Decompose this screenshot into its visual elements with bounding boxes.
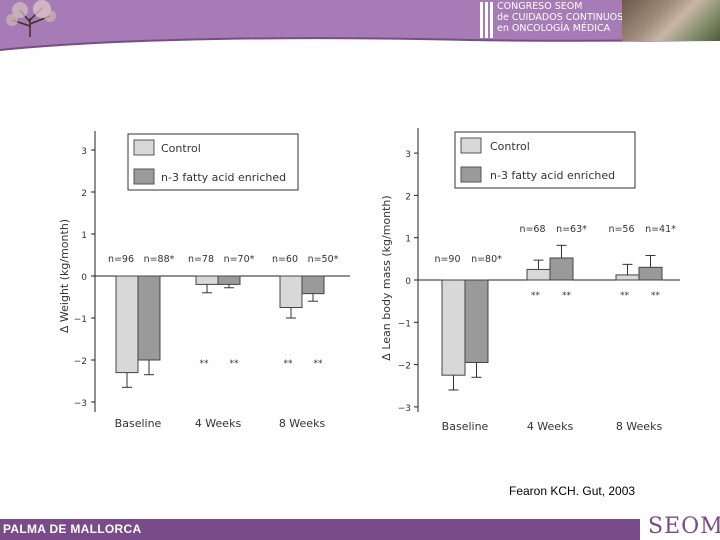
lean-category-label: Baseline <box>442 420 489 433</box>
weight-significance-mark: ** <box>314 359 324 369</box>
lean-y-tick-label: −2 <box>398 362 411 372</box>
congress-line-2: de CUIDADOS CONTINUOS <box>497 12 624 23</box>
lean-y-tick-label: −3 <box>398 404 411 414</box>
lean-n-label: n=80* <box>471 254 502 265</box>
congress-title: CONGRESO SEOM de CUIDADOS CONTINUOS en O… <box>497 1 627 34</box>
weight-legend-enriched-label: n-3 fatty acid enriched <box>161 171 286 184</box>
weight-category-label: Baseline <box>115 417 162 430</box>
lean-n-label: n=90 <box>434 254 460 265</box>
footer-city: PALMA DE MALLORCA <box>3 522 142 536</box>
lean-bar <box>615 274 640 281</box>
weight-n-label: n=96 <box>108 254 134 265</box>
congress-line-1: CONGRESO SEOM <box>497 1 583 12</box>
lean-y-ticks: 3 2 1 0 −1 −2 −3 <box>398 150 418 414</box>
weight-y-tick-label: 3 <box>81 147 87 157</box>
weight-bar <box>137 275 161 361</box>
lean-category-label: 8 Weeks <box>616 420 663 433</box>
lean-y-label: Δ Lean body mass (kg/month) <box>380 195 393 360</box>
weight-significance-mark: ** <box>230 359 240 369</box>
weight-y-tick-label: −2 <box>74 357 87 367</box>
weight-bar <box>217 275 241 285</box>
weight-legend: Control n-3 fatty acid enriched <box>127 133 299 191</box>
header-banner: CONGRESO SEOM de CUIDADOS CONTINUOS en O… <box>0 0 720 56</box>
lean-bar <box>638 266 663 281</box>
weight-significance: ** ** ** ** <box>200 359 324 369</box>
lean-y-tick-label: 2 <box>405 192 411 202</box>
citation-text: Fearon KCH. Gut, 2003 <box>509 484 636 498</box>
weight-legend-control-label: Control <box>161 142 201 155</box>
weight-y-tick-label: 0 <box>81 273 87 283</box>
header-wave <box>0 0 720 51</box>
lean-legend-control-label: Control <box>490 140 530 153</box>
lean-bar <box>526 268 551 281</box>
lean-n-label: n=56 <box>608 224 634 235</box>
lean-categories: Baseline 4 Weeks 8 Weeks <box>442 420 663 433</box>
weight-bar <box>115 275 139 374</box>
weight-n-label: n=78 <box>188 254 214 265</box>
weight-bars <box>115 275 325 374</box>
weight-categories: Baseline 4 Weeks 8 Weeks <box>115 417 326 430</box>
weight-n-label: n=60 <box>272 254 298 265</box>
seom-logo-text: SEOM <box>648 514 720 539</box>
lean-bars <box>441 257 663 376</box>
lean-n-label: n=68 <box>519 224 545 235</box>
weight-y-tick-label: 1 <box>81 231 87 241</box>
lean-legend-enriched-label: n-3 fatty acid enriched <box>490 169 615 182</box>
header-photo <box>622 0 720 41</box>
weight-n-labels: n=96 n=88* n=78 n=70* n=60 n=50* <box>108 254 339 265</box>
weight-bar <box>195 275 219 285</box>
lean-n-label: n=41* <box>645 224 676 235</box>
lean-significance-mark: ** <box>531 291 541 301</box>
weight-legend-enriched-swatch <box>133 168 155 185</box>
lean-significance: ** ** ** ** <box>531 291 661 301</box>
lean-y-tick-label: 1 <box>405 235 411 245</box>
congress-line-3: en ONCOLOGÍA MÉDICA <box>497 23 611 34</box>
lean-bar <box>464 279 489 363</box>
weight-bar <box>301 275 325 295</box>
weight-category-label: 4 Weeks <box>195 417 242 430</box>
weight-chart: 3 2 1 0 −1 −2 −3 Δ Weight (kg/month) n=96 n=88*… <box>58 131 350 430</box>
weight-legend-control-swatch <box>133 139 155 156</box>
lean-significance-mark: ** <box>620 291 630 301</box>
weight-significance-mark: ** <box>200 359 210 369</box>
weight-significance-mark: ** <box>284 359 294 369</box>
footer-bar: PALMA DE MALLORCA SEOM <box>0 513 720 540</box>
weight-n-label: n=88* <box>144 254 175 265</box>
lean-n-labels: n=90 n=80* n=68 n=63* n=56 n=41* <box>434 224 676 265</box>
lean-bar <box>549 257 574 281</box>
lean-significance-mark: ** <box>562 291 572 301</box>
weight-category-label: 8 Weeks <box>279 417 326 430</box>
lean-category-label: 4 Weeks <box>527 420 574 433</box>
lean-y-tick-label: 0 <box>405 277 411 287</box>
weight-error-bars <box>122 284 318 388</box>
lean-bar <box>441 279 466 376</box>
weight-y-tick-label: −1 <box>74 315 87 325</box>
weight-y-tick-label: 2 <box>81 189 87 199</box>
weight-n-label: n=70* <box>224 254 255 265</box>
weight-bar <box>279 275 303 308</box>
lean-significance-mark: ** <box>651 291 661 301</box>
lean-mass-chart: 3 2 1 0 −1 −2 −3 Δ Lean body mass (kg/month) n… <box>380 128 680 433</box>
lean-y-tick-label: 3 <box>405 150 411 160</box>
lean-legend-box <box>454 131 636 189</box>
weight-legend-box <box>127 133 299 191</box>
weight-y-ticks: 3 2 1 0 −1 −2 −3 <box>74 147 95 409</box>
weight-n-label: n=50* <box>308 254 339 265</box>
lean-legend: Control n-3 fatty acid enriched <box>454 131 636 189</box>
lean-legend-control-swatch <box>460 137 482 154</box>
weight-y-label: Δ Weight (kg/month) <box>58 219 71 333</box>
lean-legend-enriched-swatch <box>460 166 482 183</box>
weight-y-tick-label: −3 <box>74 399 87 409</box>
lean-y-tick-label: −1 <box>398 319 411 329</box>
tree-photo-icon <box>6 0 56 37</box>
lean-error-bars <box>448 244 656 391</box>
lean-n-label: n=63* <box>556 224 587 235</box>
seom-logo: SEOM <box>640 513 720 540</box>
